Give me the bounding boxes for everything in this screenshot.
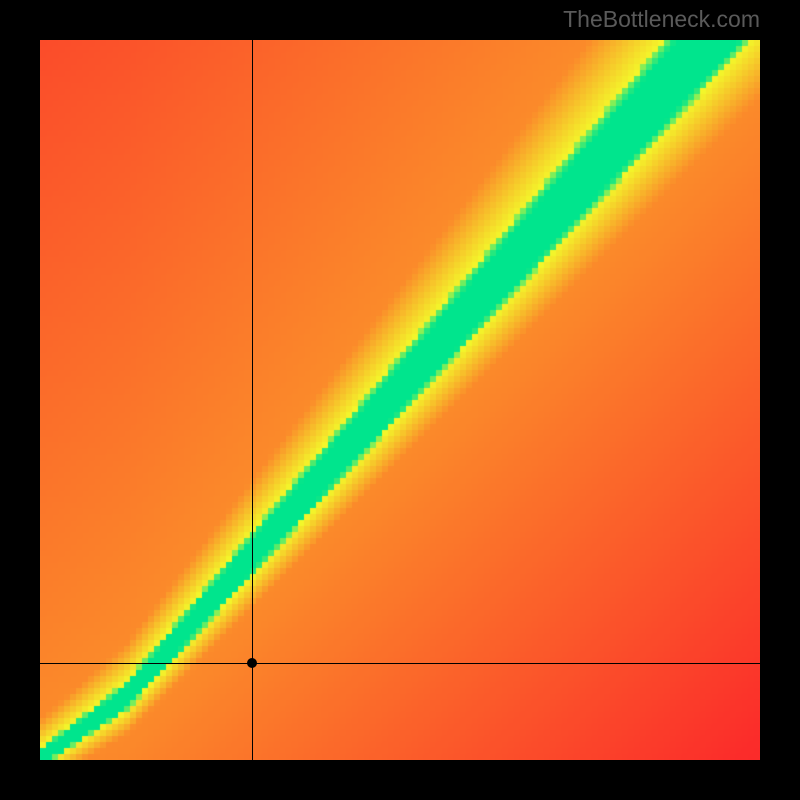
crosshair-vertical bbox=[252, 40, 253, 760]
crosshair-marker bbox=[247, 658, 257, 668]
attribution-text: TheBottleneck.com bbox=[563, 6, 760, 33]
bottleneck-heatmap bbox=[40, 40, 760, 760]
heatmap-canvas bbox=[40, 40, 760, 760]
crosshair-horizontal bbox=[40, 663, 760, 664]
